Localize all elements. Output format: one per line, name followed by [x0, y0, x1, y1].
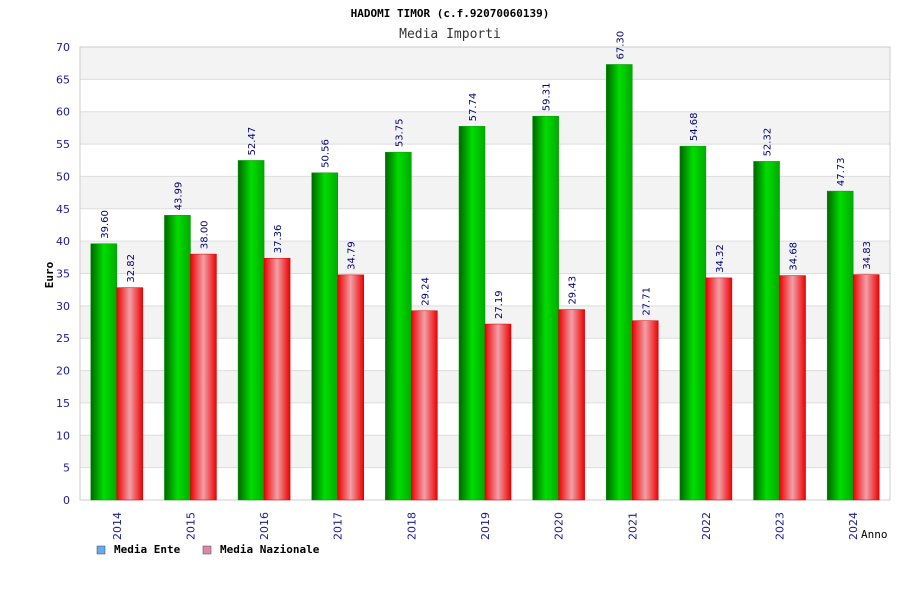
- data-label-media-ente-2023: 52.32: [763, 128, 774, 157]
- bar-media-ente-2015: [164, 215, 191, 501]
- legend-label-media-ente: Media Ente: [114, 543, 181, 556]
- bar-media-ente-2021: [606, 64, 633, 501]
- data-label-media-ente-2017: 50.56: [321, 139, 332, 168]
- x-tick-label: 2014: [111, 512, 124, 540]
- bar-media-nazionale-2019: [484, 323, 512, 501]
- x-axis: 2014 2015 2016 2017 2018 2019 2020 2021 2022 2023…: [111, 512, 860, 540]
- data-label-media-nazionale-2024: 34.83: [862, 241, 873, 270]
- chart-subtitle: Media Importi: [399, 27, 501, 42]
- data-label-media-nazionale-2019: 27.19: [494, 290, 505, 319]
- x-tick-label: 2024: [847, 512, 860, 540]
- x-tick-label: 2018: [405, 512, 418, 540]
- data-label-media-ente-2022: 54.68: [689, 113, 700, 142]
- data-label-media-nazionale-2020: 29.43: [568, 276, 579, 305]
- bar-media-nazionale-2021: [632, 320, 659, 501]
- y-tick-label: 15: [56, 397, 70, 410]
- bar-media-ente-2019: [458, 126, 486, 501]
- bar-media-ente-2022: [679, 145, 707, 501]
- x-tick-label: 2017: [332, 512, 345, 540]
- y-tick-label: 65: [56, 73, 70, 86]
- x-tick-label: 2020: [553, 512, 566, 540]
- data-label-media-ente-2016: 52.47: [247, 127, 258, 156]
- bar-media-ente-2024: [826, 190, 854, 501]
- data-label-media-ente-2018: 53.75: [394, 119, 405, 148]
- data-label-media-nazionale-2017: 34.79: [347, 241, 358, 270]
- x-tick-label: 2019: [479, 512, 492, 540]
- bar-media-ente-2020: [532, 115, 559, 501]
- y-tick-label: 70: [56, 41, 70, 54]
- bar-media-nazionale-2015: [190, 253, 217, 501]
- data-label-media-ente-2024: 47.73: [836, 157, 847, 186]
- y-tick-label: 20: [56, 365, 70, 378]
- bar-media-nazionale-2017: [337, 274, 364, 501]
- y-tick-label: 45: [56, 203, 70, 216]
- data-label-media-ente-2021: 67.30: [615, 31, 626, 60]
- y-tick-label: 25: [56, 332, 70, 345]
- y-axis: 0 5 10 15 20 25 30 35 40 45 50 55 60 65 70: [56, 41, 70, 507]
- data-label-media-ente-2020: 59.31: [542, 83, 553, 112]
- data-label-media-ente-2014: 39.60: [100, 210, 111, 239]
- data-label-media-nazionale-2015: 38.00: [199, 220, 210, 249]
- bar-media-nazionale-2016: [263, 257, 291, 501]
- y-axis-label: Euro: [43, 261, 56, 288]
- bar-media-ente-2018: [385, 151, 412, 501]
- bars: [90, 64, 880, 501]
- bar-labels: 39.60 32.82 43.99 38.00 52.47 37.36 50.56 34.79…: [100, 31, 873, 319]
- y-tick-label: 35: [56, 268, 70, 281]
- data-label-media-nazionale-2016: 37.36: [273, 225, 284, 254]
- data-label-media-ente-2019: 57.74: [468, 93, 479, 122]
- legend: Media Ente Media Nazionale: [96, 543, 320, 556]
- data-label-media-nazionale-2014: 32.82: [126, 254, 137, 283]
- bar-media-ente-2017: [311, 172, 338, 501]
- y-tick-label: 40: [56, 235, 70, 248]
- bar-media-nazionale-2024: [852, 274, 880, 501]
- y-tick-label: 55: [56, 138, 70, 151]
- bar-media-nazionale-2018: [411, 310, 438, 501]
- grid-band: [80, 47, 890, 80]
- bar-media-nazionale-2023: [779, 275, 806, 501]
- data-label-media-nazionale-2018: 29.24: [420, 277, 431, 306]
- legend-swatch-media-ente: [96, 545, 106, 555]
- bar-media-ente-2016: [237, 160, 265, 501]
- data-label-media-ente-2015: 43.99: [173, 182, 184, 211]
- bar-media-nazionale-2020: [558, 309, 585, 501]
- legend-swatch-media-nazionale: [202, 545, 212, 555]
- y-tick-label: 0: [63, 494, 70, 507]
- legend-label-media-nazionale: Media Nazionale: [220, 543, 320, 556]
- data-label-media-nazionale-2023: 34.68: [789, 242, 800, 271]
- x-tick-label: 2015: [184, 512, 197, 540]
- x-tick-label: 2021: [626, 512, 639, 540]
- x-axis-label: Anno: [861, 528, 888, 541]
- bar-media-ente-2014: [90, 243, 118, 501]
- y-tick-label: 50: [56, 170, 70, 183]
- y-tick-label: 5: [63, 462, 70, 475]
- bar-media-nazionale-2014: [116, 287, 144, 501]
- x-tick-label: 2023: [774, 512, 787, 540]
- x-tick-label: 2016: [258, 512, 271, 540]
- x-tick-label: 2022: [700, 512, 713, 540]
- y-tick-label: 60: [56, 106, 70, 119]
- y-tick-label: 30: [56, 300, 70, 313]
- y-tick-label: 10: [56, 429, 70, 442]
- data-label-media-nazionale-2022: 34.32: [715, 244, 726, 273]
- bar-media-ente-2023: [753, 161, 780, 501]
- chart-title: HADOMI TIMOR (c.f.92070060139): [351, 7, 550, 20]
- bar-media-nazionale-2022: [705, 277, 733, 501]
- data-label-media-nazionale-2021: 27.71: [641, 287, 652, 316]
